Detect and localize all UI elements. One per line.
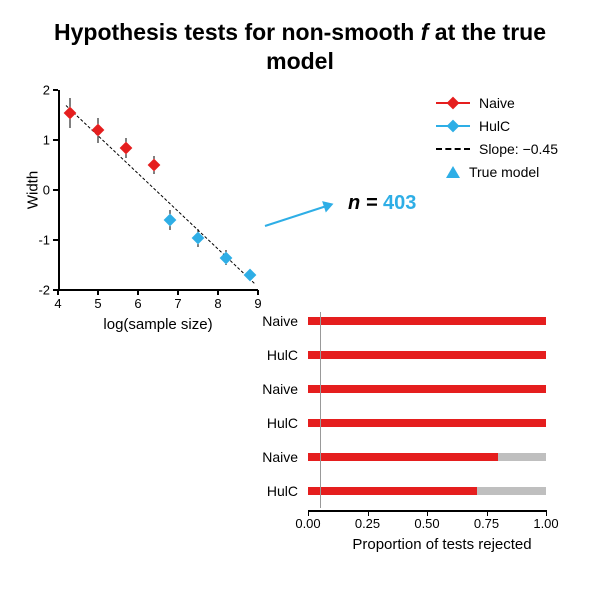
rejection-bar-chart: Naive HulC Naive HulC Na	[252, 312, 572, 516]
bar-fill	[308, 351, 546, 359]
alpha-line	[320, 312, 321, 508]
callout-prefix: n =	[348, 192, 383, 214]
bar-label: HulC	[252, 347, 308, 363]
bar-track	[308, 487, 546, 495]
bar-row: HulC	[252, 414, 572, 432]
title-main: Hypothesis tests for non-smooth	[54, 19, 421, 45]
x-tick	[217, 290, 219, 295]
naive-marker	[120, 141, 133, 154]
bar-fill	[308, 385, 546, 393]
y-tick-label: 0	[43, 183, 50, 198]
y-tick	[53, 139, 58, 141]
bar-fill	[308, 317, 546, 325]
y-tick-label: -2	[38, 283, 50, 298]
y-axis-title: Width	[25, 171, 42, 209]
bar-label: HulC	[252, 483, 308, 499]
legend-row: .legend .row:nth-child(1) .sw-line::afte…	[436, 94, 558, 113]
x-tick-label: 8	[214, 296, 221, 311]
x-tick-label: 7	[174, 296, 181, 311]
bars-x-tick-label: 1.00	[533, 516, 558, 531]
bar-row: Naive	[252, 312, 572, 330]
legend-row: Slope: −0.45	[436, 140, 558, 159]
callout-value: 403	[383, 192, 416, 214]
y-tick-label: -1	[38, 233, 50, 248]
bar-row: Naive	[252, 448, 572, 466]
legend-swatch	[436, 102, 470, 104]
legend-label: HulC	[479, 117, 510, 136]
legend-row: .legend .row:nth-child(2) .sw-line::afte…	[436, 117, 558, 136]
legend-swatch	[436, 125, 470, 127]
bar-track	[308, 419, 546, 427]
y-tick	[53, 189, 58, 191]
naive-marker	[92, 124, 105, 137]
x-tick	[57, 290, 59, 295]
bar-track	[308, 317, 546, 325]
naive-marker	[64, 106, 77, 119]
bar-track	[308, 385, 546, 393]
bar-row: HulC	[252, 346, 572, 364]
x-axis	[58, 289, 258, 291]
bar-row: HulC	[252, 482, 572, 500]
x-tick-label: 6	[134, 296, 141, 311]
page-title: Hypothesis tests for non-smooth f at the…	[20, 18, 580, 76]
bar-label: Naive	[252, 313, 308, 329]
y-tick-label: 2	[43, 83, 50, 98]
bars-x-tick-label: 0.75	[474, 516, 499, 531]
y-tick	[53, 239, 58, 241]
plot-legend: .legend .row:nth-child(1) .sw-line::afte…	[436, 94, 558, 186]
bar-label: HulC	[252, 415, 308, 431]
y-tick-label: 1	[43, 133, 50, 148]
naive-marker	[148, 159, 161, 172]
legend-label: True model	[469, 163, 539, 182]
bar-row: Naive	[252, 380, 572, 398]
x-tick-label: 4	[54, 296, 61, 311]
highlight-arrow	[265, 203, 332, 227]
x-tick	[137, 290, 139, 295]
bars-x-tick-label: 0.50	[414, 516, 439, 531]
legend-dash	[436, 148, 470, 150]
bars-x-tick-label: 0.25	[355, 516, 380, 531]
bars-x-tick-label: 0.00	[295, 516, 320, 531]
legend-row: True model	[436, 163, 558, 182]
bar-fill	[308, 419, 546, 427]
legend-label: Naive	[479, 94, 515, 113]
hulc-marker	[164, 214, 177, 227]
bar-fill	[308, 487, 477, 495]
x-tick	[177, 290, 179, 295]
bars-x-title: Proportion of tests rejected	[312, 536, 572, 553]
bar-track	[308, 453, 546, 461]
bar-fill	[308, 453, 498, 461]
y-axis	[58, 90, 60, 290]
x-tick	[257, 290, 259, 295]
bar-label: Naive	[252, 449, 308, 465]
legend-label: Slope: −0.45	[479, 140, 558, 159]
hulc-marker	[244, 269, 257, 282]
bar-label: Naive	[252, 381, 308, 397]
sample-size-callout: n = 403	[348, 192, 416, 215]
x-tick-label: 9	[254, 296, 261, 311]
x-tick-label: 5	[94, 296, 101, 311]
scatter-plot: Width log(sample size) -2 -1 0 1 2 4 5 6…	[58, 90, 258, 290]
triangle-icon	[446, 166, 460, 178]
y-tick	[53, 89, 58, 91]
bar-track	[308, 351, 546, 359]
x-axis-title: log(sample size)	[103, 316, 212, 333]
x-tick	[97, 290, 99, 295]
